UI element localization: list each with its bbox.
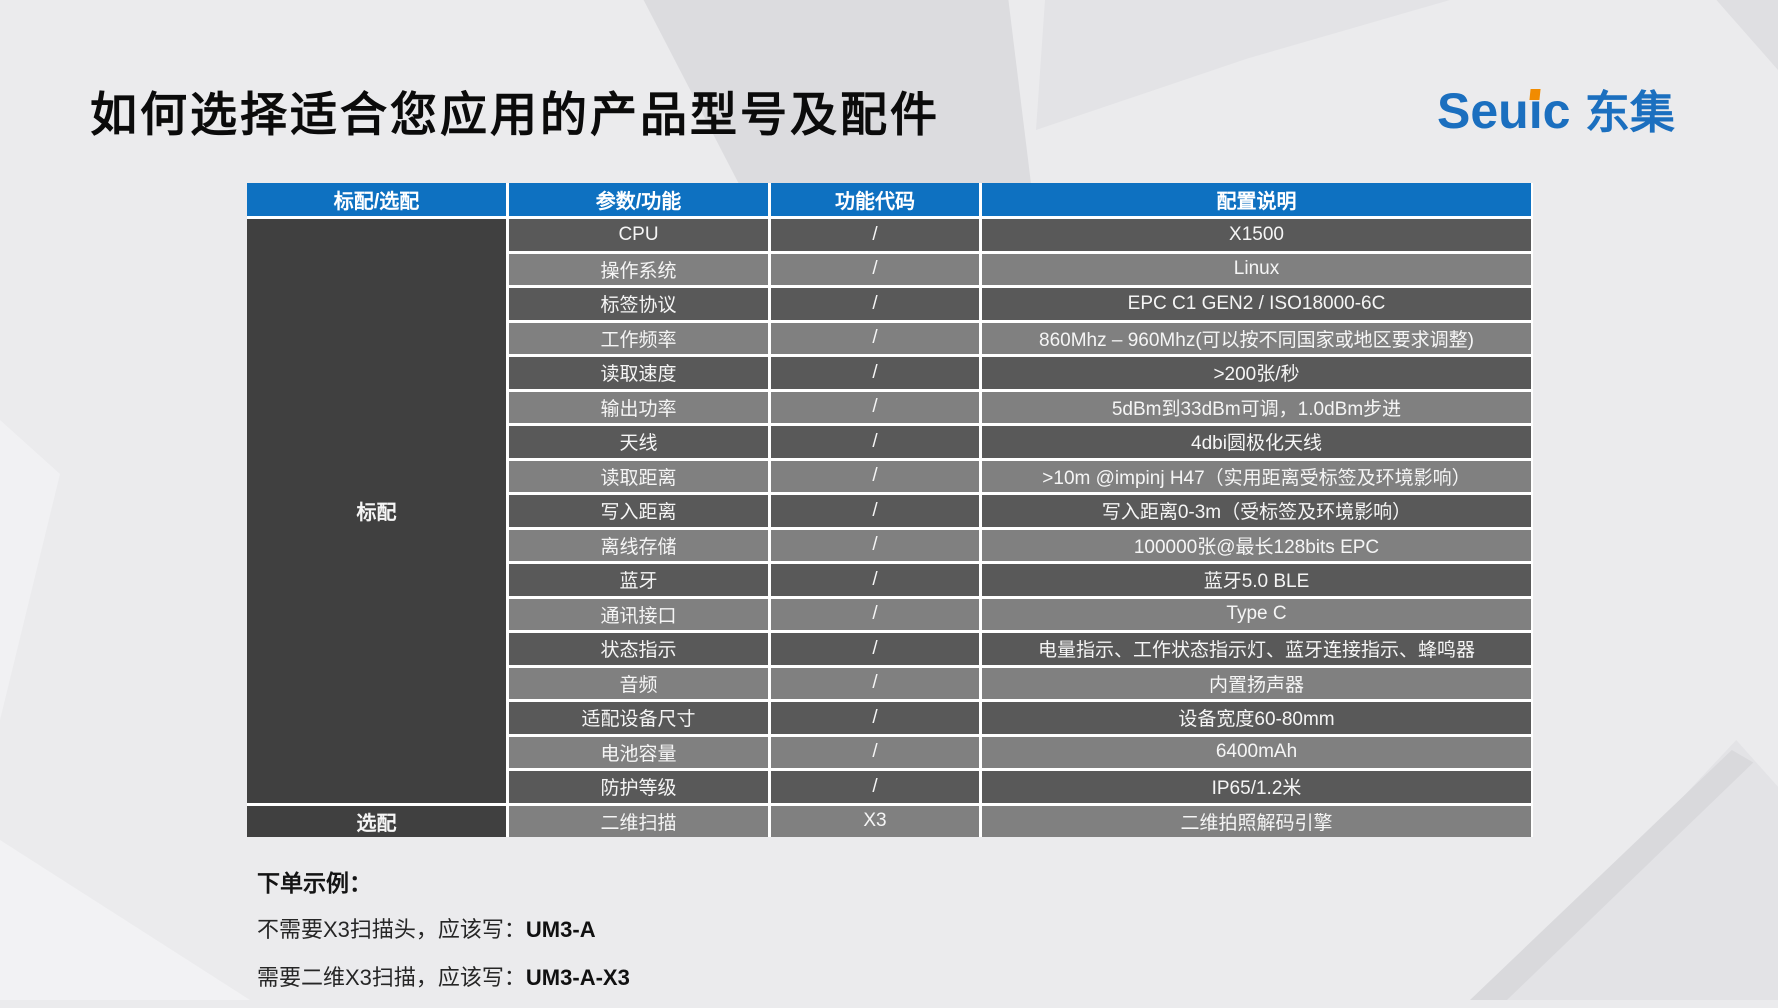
desc-cell: 内置扬声器 <box>982 667 1531 699</box>
code-cell: / <box>771 288 979 320</box>
param-cell: 蓝牙 <box>509 564 768 596</box>
desc-cell: 二维拍照解码引擎 <box>982 805 1531 837</box>
logo-i-dot <box>1529 89 1541 100</box>
header-parameter: 参数/功能 <box>509 183 768 216</box>
code-cell: / <box>771 253 979 285</box>
desc-cell: EPC C1 GEN2 / ISO18000-6C <box>982 288 1531 320</box>
brand-logo-cjk: 东集 <box>1584 87 1675 138</box>
desc-cell: 4dbi圆极化天线 <box>982 426 1531 458</box>
code-cell: / <box>771 736 979 768</box>
desc-cell: 860Mhz – 960Mhz(可以按不同国家或地区要求调整) <box>982 322 1531 354</box>
desc-cell: >10m @impinj H47（实用距离受标签及环境影响） <box>982 460 1531 492</box>
note-line: 不需要X3扫描头，应该写：UM3-A <box>257 917 596 942</box>
code-cell: / <box>771 529 979 561</box>
param-cell: 电池容量 <box>509 736 768 768</box>
param-cell: 天线 <box>509 426 768 458</box>
param-cell: CPU <box>509 219 768 251</box>
desc-cell: >200张/秒 <box>982 357 1531 389</box>
code-cell: / <box>771 495 979 527</box>
code-cell: / <box>771 633 979 665</box>
param-cell: 输出功率 <box>509 391 768 423</box>
page-title: 如何选择适合您应用的产品型号及配件 <box>90 88 940 141</box>
param-cell: 音频 <box>509 667 768 699</box>
code-cell: / <box>771 598 979 630</box>
code-cell: / <box>771 219 979 251</box>
standard-merged-cell: 标配 <box>247 219 506 803</box>
notes-heading: 下单示例： <box>257 870 372 896</box>
code-cell: / <box>771 322 979 354</box>
table-body: 标配 CPU / X1500 操作系统 / Linux 标签协议 / EPC C1 GEN2 / … <box>247 219 1533 837</box>
header-function-code: 功能代码 <box>771 183 979 216</box>
param-cell: 适配设备尺寸 <box>509 702 768 734</box>
desc-cell: 设备宽度60-80mm <box>982 702 1531 734</box>
table-header-row: 标配/选配 参数/功能 功能代码 配置说明 <box>247 183 1533 216</box>
desc-cell: Type C <box>982 598 1531 630</box>
param-cell: 读取距离 <box>509 460 768 492</box>
code-cell: / <box>771 460 979 492</box>
code-cell: / <box>771 564 979 596</box>
bg-polygon-left-mid <box>0 420 60 720</box>
model-code: UM3-A-X3 <box>525 965 630 990</box>
code-cell: / <box>771 771 979 803</box>
code-cell: / <box>771 357 979 389</box>
code-cell: / <box>771 391 979 423</box>
param-cell: 二维扫描 <box>509 805 768 837</box>
header-standard-optional: 标配/选配 <box>247 183 506 216</box>
param-cell: 标签协议 <box>509 288 768 320</box>
param-cell: 操作系统 <box>509 253 768 285</box>
optional-label-cell: 选配 <box>247 805 506 837</box>
desc-cell: 写入距离0-3m（受标签及环境影响） <box>982 495 1531 527</box>
desc-cell: X1500 <box>982 219 1531 251</box>
param-cell: 防护等级 <box>509 771 768 803</box>
spec-table: 标配/选配 参数/功能 功能代码 配置说明 标配 CPU / X1500 操作系统 / Li… <box>247 183 1533 837</box>
param-cell: 离线存储 <box>509 529 768 561</box>
param-cell: 写入距离 <box>509 495 768 527</box>
brand-logo: Seuı c 东集 <box>1437 76 1675 141</box>
model-code: UM3-A <box>525 917 596 942</box>
order-example-notes: 下单示例： 不需要X3扫描头，应该写：UM3-A 需要二维X3扫描，应该写：UM… <box>257 864 630 1008</box>
param-cell: 读取速度 <box>509 357 768 389</box>
param-cell: 状态指示 <box>509 633 768 665</box>
brand-logo-latin: Seuı c <box>1437 83 1571 139</box>
desc-cell: 蓝牙5.0 BLE <box>982 564 1531 596</box>
desc-cell: Linux <box>982 253 1531 285</box>
param-cell: 工作频率 <box>509 322 768 354</box>
code-cell: / <box>771 702 979 734</box>
desc-cell: IP65/1.2米 <box>982 771 1531 803</box>
desc-cell: 电量指示、工作状态指示灯、蓝牙连接指示、蜂鸣器 <box>982 633 1531 665</box>
desc-cell: 100000张@最长128bits EPC <box>982 529 1531 561</box>
bg-polygon-bottom-left <box>0 840 250 1000</box>
param-cell: 通讯接口 <box>509 598 768 630</box>
desc-cell: 6400mAh <box>982 736 1531 768</box>
bg-polygon-top-center-2 <box>1036 0 1450 130</box>
desc-cell: 5dBm到33dBm可调，1.0dBm步进 <box>982 391 1531 423</box>
code-cell: X3 <box>771 805 979 837</box>
note-line: 需要二维X3扫描，应该写：UM3-A-X3 <box>257 965 630 990</box>
header-config-desc: 配置说明 <box>982 183 1531 216</box>
code-cell: / <box>771 426 979 458</box>
bg-polygon-top-right <box>1716 0 1778 70</box>
code-cell: / <box>771 667 979 699</box>
